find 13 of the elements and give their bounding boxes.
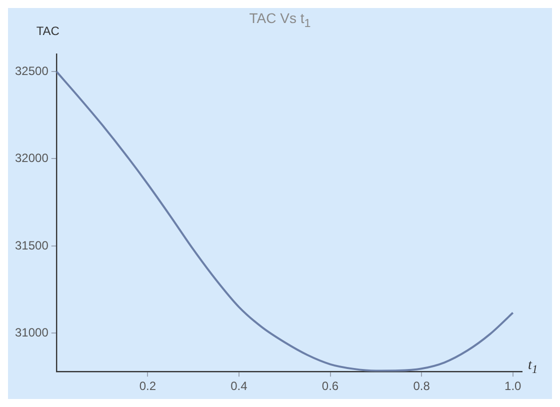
y-tick-label: 32500 [14, 64, 49, 78]
line-series [56, 70, 514, 372]
x-tick-label: 0.2 [139, 379, 156, 394]
y-tick-label: 31000 [14, 326, 49, 340]
x-axis-title: t$_{1}$ [528, 358, 538, 376]
y-tick-label: 32000 [14, 151, 49, 166]
x-tick-label: 1.0 [504, 379, 522, 394]
y-axis-title: TAC [36, 24, 60, 38]
x-tick-label: 0.4 [230, 379, 248, 394]
x-tick-label: 0.6 [322, 379, 339, 394]
y-tick-label: 31500 [14, 238, 49, 252]
chart-title: TAC Vs t$_{1}$ [249, 10, 311, 30]
x-tick-label: 0.8 [413, 379, 430, 394]
